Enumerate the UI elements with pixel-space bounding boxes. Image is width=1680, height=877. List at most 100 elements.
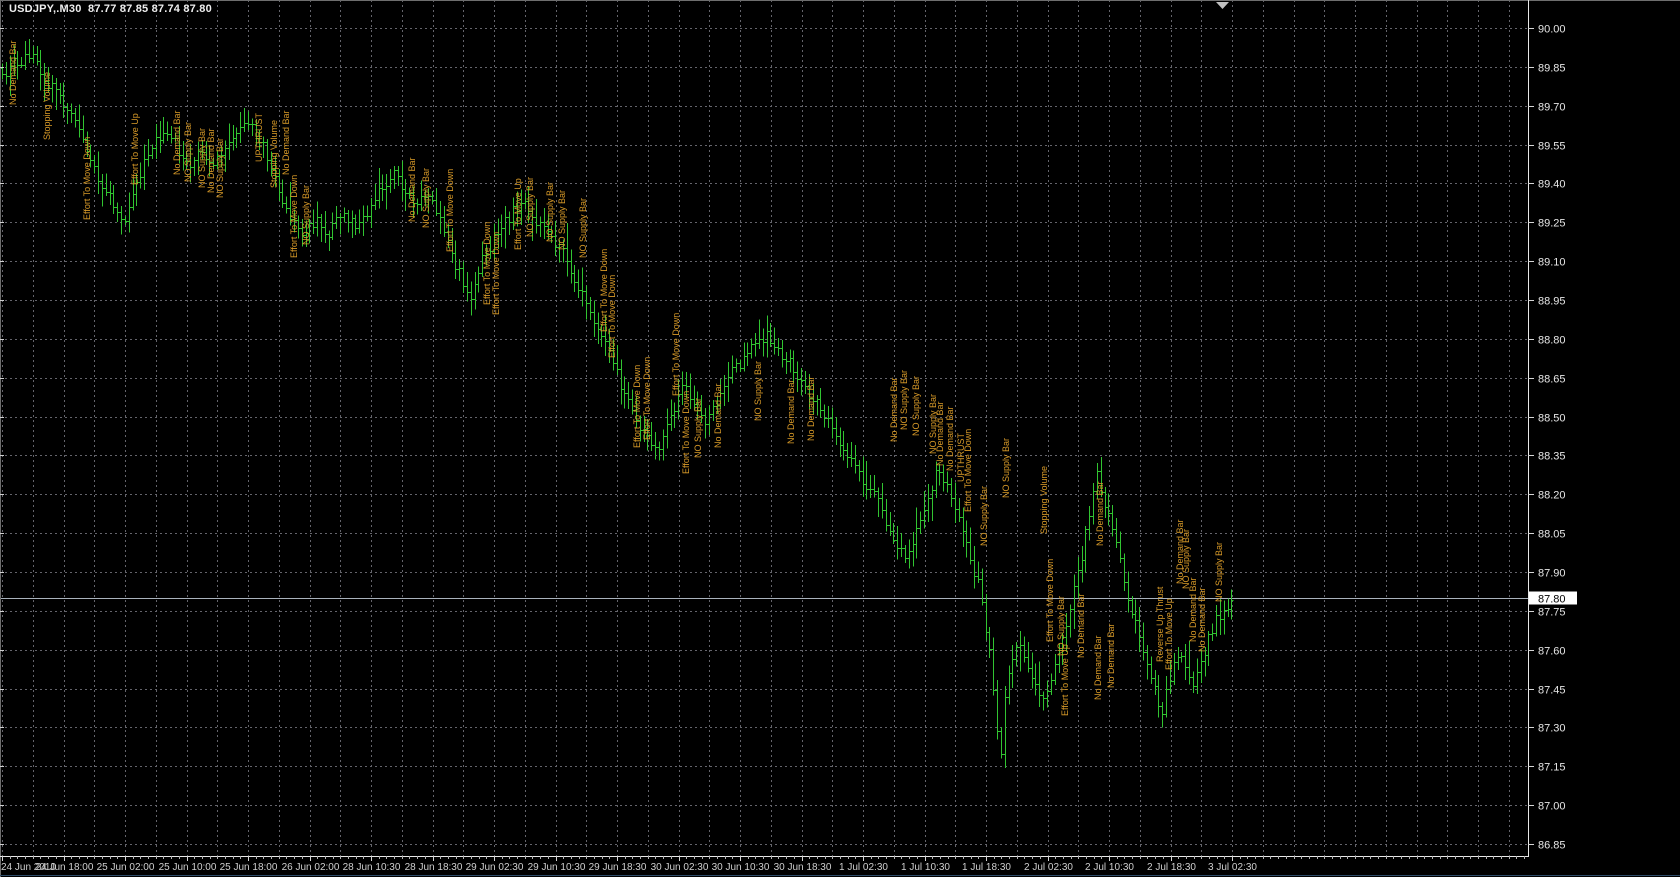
price-tick-label: 87.30 <box>1538 723 1566 735</box>
vsa-label: NO Supply Bar <box>928 394 938 454</box>
vsa-label: NO Supply Bar <box>578 198 588 258</box>
time-tick-label: 25 Jun 02:00 <box>97 862 155 873</box>
vsa-label: NO Supply Bar <box>301 185 311 245</box>
vsa-label: Effort To Move Down <box>642 357 652 440</box>
vsa-label: Effort To Move Up <box>130 113 140 185</box>
vsa-label: No Demand Bar <box>1197 587 1207 652</box>
price-tick-label: 87.75 <box>1538 607 1566 619</box>
price-tick-label: 88.65 <box>1538 374 1566 386</box>
vsa-label: NO Supply Bar <box>197 128 207 188</box>
vsa-label: NO Supply Bar <box>183 122 193 182</box>
current-price-badge <box>1529 591 1577 605</box>
vsa-label: Effort To Move Down <box>681 391 691 474</box>
time-tick-label: 1 Jul 18:30 <box>962 862 1011 873</box>
time-tick-label: 30 Jun 18:30 <box>774 862 832 873</box>
vsa-label: NO Supply Bar <box>1001 438 1011 498</box>
ohlc-bars <box>0 38 1234 768</box>
time-tick-label: 26 Jun 02:00 <box>282 862 340 873</box>
time-tick-label: 30 Jun 02:30 <box>651 862 709 873</box>
vsa-label: No Demand Bar <box>1095 481 1105 546</box>
vsa-label: NO Supply Bar <box>693 398 703 458</box>
price-tick-label: 87.60 <box>1538 646 1566 658</box>
price-tick-label: 89.70 <box>1538 102 1566 114</box>
price-tick-label: 88.50 <box>1538 413 1566 425</box>
vsa-label: No Demand Bar <box>945 406 955 471</box>
time-tick-label: 25 Jun 10:00 <box>159 862 217 873</box>
time-tick-label: 3 Jul 02:30 <box>1208 862 1257 873</box>
price-tick-label: 88.20 <box>1538 490 1566 502</box>
time-tick-label: 29 Jun 02:30 <box>466 862 524 873</box>
vsa-label: NO Supply Bar <box>911 376 921 436</box>
price-tick-label: 89.40 <box>1538 179 1566 191</box>
vsa-label: Stopping Volume <box>1039 466 1049 534</box>
price-tick-label: 87.15 <box>1538 762 1566 774</box>
time-tick-label: 28 Jun 18:30 <box>405 862 463 873</box>
vsa-label: Effort To Move Down <box>491 232 501 315</box>
vsa-label: NO Supply Bar <box>545 182 555 242</box>
vsa-label: UPTHRUST <box>254 112 264 162</box>
vsa-label: Effort To Move Down <box>289 175 299 258</box>
vsa-label: Effort To Move Down <box>607 275 617 358</box>
price-tick-label: 90.00 <box>1538 24 1566 36</box>
vsa-label: Effort To Move Down <box>963 429 973 512</box>
vsa-label: Reverse Up Thrust <box>1155 586 1165 662</box>
vsa-label: NO Supply Bar <box>753 361 763 421</box>
vsa-label: No Demand Bar <box>172 110 182 175</box>
time-tick-label: 2 Jul 18:30 <box>1147 862 1196 873</box>
vsa-label: No Demand Bar <box>806 376 816 441</box>
vsa-label: Effort To Move Down <box>82 137 92 220</box>
price-tick-label: 88.95 <box>1538 296 1566 308</box>
vsa-label: NO Supply Bar <box>899 370 909 430</box>
price-tick-label: 87.90 <box>1538 568 1566 580</box>
time-tick-label: 29 Jun 18:30 <box>589 862 647 873</box>
vsa-label: No Demand Bar <box>1106 623 1116 688</box>
vsa-label: NO Supply Bar <box>421 168 431 228</box>
vsa-label: No Demand Bar <box>8 40 18 105</box>
vsa-label: Effort To Move Up <box>1060 644 1070 716</box>
time-tick-label: 1 Jul 10:30 <box>901 862 950 873</box>
price-tick-label: 89.85 <box>1538 63 1566 75</box>
vsa-label: No Demand Bar <box>786 379 796 444</box>
price-tick-label: 88.35 <box>1538 451 1566 463</box>
time-tick-label: 30 Jun 10:30 <box>712 862 770 873</box>
vsa-label: NO Supply Bar <box>215 138 225 198</box>
vsa-label: NO Supply Bar <box>1214 542 1224 602</box>
vsa-label: No Demand Bar <box>407 157 417 222</box>
price-scale[interactable]: 90.00 89.85 89.70 89.55 89.40 89.25 89.10 88.95… <box>1528 24 1577 852</box>
vsa-label: NO Supply Bar <box>979 486 989 546</box>
price-tick-label: 89.25 <box>1538 218 1566 230</box>
time-tick-label: 24 Jun 2010 <box>1 862 56 873</box>
vsa-label: No Demand Bar <box>1076 593 1086 658</box>
chart-title: USDJPY,.M30 87.77 87.85 87.74 87.80 <box>9 3 212 15</box>
price-tick-label: 89.10 <box>1538 257 1566 269</box>
vsa-label: No Demand Bar <box>1175 519 1185 584</box>
time-tick-label: 25 Jun 18:00 <box>220 862 278 873</box>
time-tick-label: 2 Jul 02:30 <box>1024 862 1073 873</box>
vsa-label: UPTHRUST <box>956 432 966 482</box>
vsa-label: Effort To Move Up <box>513 178 523 250</box>
vsa-label: No Demand Bar <box>206 128 216 193</box>
price-tick-label: 86.85 <box>1538 840 1566 852</box>
vsa-label: No Demand Bar <box>935 401 945 466</box>
price-tick-label: 89.55 <box>1538 141 1566 153</box>
vsa-label: No Demand Bar <box>713 383 723 448</box>
vsa-label: Effort To Move Down <box>671 313 681 396</box>
price-tick-label: 87.45 <box>1538 685 1566 697</box>
vsa-label: Effort To Move Down <box>445 169 455 252</box>
price-tick-label: 88.05 <box>1538 529 1566 541</box>
vsa-label: Stopping Volume <box>269 120 279 188</box>
vsa-label: NO Supply Bar <box>557 190 567 250</box>
time-tick-label: 28 Jun 10:30 <box>343 862 401 873</box>
vsa-label: Effort To Move Down <box>482 222 492 305</box>
vsa-label: NO Supply Bar <box>1181 529 1191 589</box>
vsa-label: Effort To Move Down <box>632 365 642 448</box>
vsa-label: Stopping Volume <box>42 72 52 140</box>
price-tick-label: 87.00 <box>1538 801 1566 813</box>
vsa-label: No Demand Bar <box>281 110 291 175</box>
vsa-label: Effort To Move Down <box>599 249 609 332</box>
time-tick-label: 29 Jun 10:30 <box>528 862 586 873</box>
